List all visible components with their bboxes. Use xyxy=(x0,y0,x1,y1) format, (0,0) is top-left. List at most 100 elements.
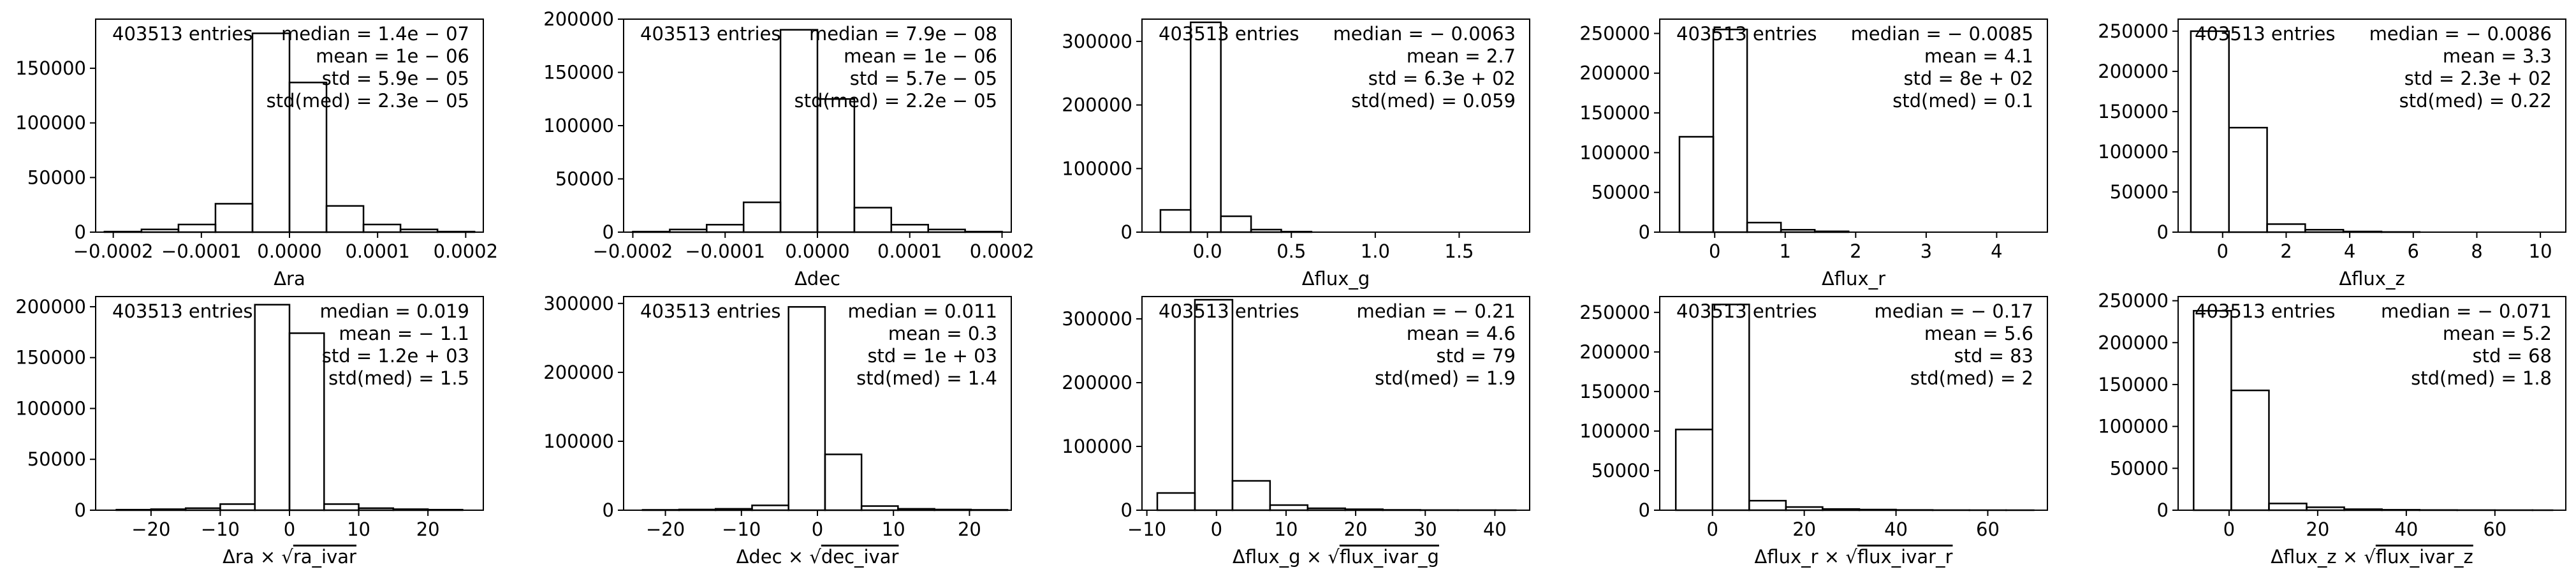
histogram-bar xyxy=(824,453,863,511)
stats-line: median = − 0.071 xyxy=(2381,300,2552,322)
x-axis-label: Δdec xyxy=(794,268,840,290)
x-tick-label: −10 xyxy=(201,518,240,540)
stats-line: mean = 1e − 06 xyxy=(316,45,469,67)
y-tick-label: 150000 xyxy=(543,62,614,84)
histogram-bar xyxy=(742,201,782,233)
histogram-bars xyxy=(1159,21,1313,233)
stats-line: std = 1e + 03 xyxy=(867,345,997,367)
stats-line: std(med) = 2 xyxy=(1910,367,2033,389)
y-tick-label: 200000 xyxy=(543,8,614,30)
x-tick-label: 0 xyxy=(284,518,295,540)
x-tick-label: 8 xyxy=(2471,240,2482,262)
x-tick-label: 40 xyxy=(2394,518,2418,540)
histogram-panel-1: −0.0002 −0.0001 0.0000 0.0001 0.0002 0 50000 10… xyxy=(15,18,498,290)
x-tick-label: 20 xyxy=(958,518,981,540)
stats-line: std = 68 xyxy=(2472,345,2552,367)
stats-line: std = 79 xyxy=(1436,345,1516,367)
histogram-bar xyxy=(2266,223,2306,233)
histogram-bar xyxy=(325,205,365,233)
histogram-bar xyxy=(1220,215,1252,233)
histogram-bar xyxy=(362,223,402,233)
x-tick-label: 0 xyxy=(1707,518,1718,540)
entries-label: 403513 entries xyxy=(1159,300,1299,322)
y-tick-label: 100000 xyxy=(543,115,614,136)
histogram-panel-2: −0.0002 −0.0001 0.0000 0.0001 0.0002 0 50000 10… xyxy=(543,8,1034,290)
histogram-bar xyxy=(2230,389,2270,511)
x-tick-label: 40 xyxy=(1483,518,1507,540)
entries-label: 403513 entries xyxy=(2195,300,2335,322)
stats-line: std = 5.7e − 05 xyxy=(850,68,997,89)
x-tick-label: 0.5 xyxy=(1277,240,1306,262)
y-tick-label: 200000 xyxy=(2098,61,2169,82)
y-tick-label: 50000 xyxy=(27,448,86,470)
stats-line: std(med) = 0.1 xyxy=(1892,90,2033,112)
y-tick-label: 200000 xyxy=(15,296,86,318)
y-tick-label: 200000 xyxy=(1579,62,1650,84)
y-tick-label: 0 xyxy=(75,499,86,521)
histogram-panel-10: 0 20 40 60 0 50000 100000 150000 200000 250000 403… xyxy=(2098,290,2566,568)
y-tick-label: 250000 xyxy=(2098,20,2169,42)
x-axis-label: Δdec × √dec_ivar xyxy=(736,546,899,568)
stats-line: median = − 0.0063 xyxy=(1333,23,1516,45)
histogram-bar xyxy=(2268,503,2308,511)
x-tick-label: 4 xyxy=(2344,240,2355,262)
y-tick-label: 250000 xyxy=(2098,290,2169,312)
axes-frame xyxy=(1659,296,2048,511)
x-tick-label: 20 xyxy=(416,518,440,540)
stats-line: median = 1.4e − 07 xyxy=(281,23,469,45)
histogram-bars xyxy=(1678,28,1850,233)
histogram-panel-5: 0 2 4 6 8 10 0 50000 100000 150000 200000 250000 403… xyxy=(2098,18,2566,290)
histogram-bar xyxy=(1194,298,1234,511)
x-tick-label: 30 xyxy=(1414,518,1437,540)
y-tick-label: 200000 xyxy=(1579,341,1650,363)
x-tick-label: −10 xyxy=(1127,518,1166,540)
axes-frame xyxy=(1141,18,1530,233)
histogram-bar xyxy=(219,503,256,511)
entries-label: 403513 entries xyxy=(112,300,252,322)
histogram-bar xyxy=(323,503,360,511)
stats-line: mean = 1e − 06 xyxy=(844,45,997,67)
x-axis-label: Δflux_g × √flux_ivar_g xyxy=(1233,546,1439,568)
x-tick-label: 0.0002 xyxy=(970,240,1034,262)
y-tick-label: 50000 xyxy=(1592,460,1650,481)
histogram-bar xyxy=(853,207,893,233)
y-tick-label: 0 xyxy=(75,221,86,243)
y-tick-label: 0 xyxy=(1639,221,1650,243)
histogram-bar xyxy=(1190,21,1222,233)
stats-line: mean = 5.2 xyxy=(2443,323,2552,344)
histogram-bar xyxy=(254,304,291,511)
stats-line: std(med) = 0.22 xyxy=(2399,90,2552,112)
x-tick-label: 0 xyxy=(1211,518,1222,540)
y-tick-label: 100000 xyxy=(2098,416,2169,437)
y-tick-label: 100000 xyxy=(1062,158,1132,179)
x-tick-label: 20 xyxy=(1344,518,1368,540)
entries-label: 403513 entries xyxy=(1159,23,1299,45)
stats-line: std = 8e + 02 xyxy=(1903,68,2033,89)
x-axis-label: Δra × √ra_ivar xyxy=(223,546,356,568)
y-tick-label: 150000 xyxy=(15,57,86,79)
stats-line: std(med) = 1.8 xyxy=(2411,367,2552,389)
histogram-bar xyxy=(1159,209,1192,233)
histogram-bars xyxy=(2190,30,2421,233)
x-tick-label: 0 xyxy=(1709,240,1720,262)
y-tick-label: 150000 xyxy=(2098,374,2169,395)
x-tick-label: 0 xyxy=(2223,518,2235,540)
y-tick-label: 0 xyxy=(603,221,614,243)
histogram-bar xyxy=(1231,480,1271,511)
y-tick-label: 100000 xyxy=(1579,142,1650,163)
y-tick-label: 100000 xyxy=(15,397,86,419)
y-tick-label: 200000 xyxy=(2098,332,2169,353)
y-tick-label: 50000 xyxy=(555,168,614,190)
x-tick-label: 20 xyxy=(1792,518,1816,540)
x-axis-label: Δra xyxy=(274,268,305,290)
x-tick-label: −0.0001 xyxy=(685,240,765,262)
x-tick-label: 0.0001 xyxy=(345,240,409,262)
x-tick-label: 0.0000 xyxy=(257,240,321,262)
y-tick-label: 100000 xyxy=(15,112,86,134)
y-tick-label: 0 xyxy=(603,499,614,521)
x-tick-label: 10 xyxy=(2529,240,2552,262)
histogram-panel-4: 0 1 2 3 4 0 50000 100000 150000 200000 250000 40351… xyxy=(1579,18,2048,290)
histogram-bar xyxy=(890,224,929,233)
y-tick-label: 150000 xyxy=(15,347,86,369)
y-tick-label: 100000 xyxy=(2098,141,2169,163)
